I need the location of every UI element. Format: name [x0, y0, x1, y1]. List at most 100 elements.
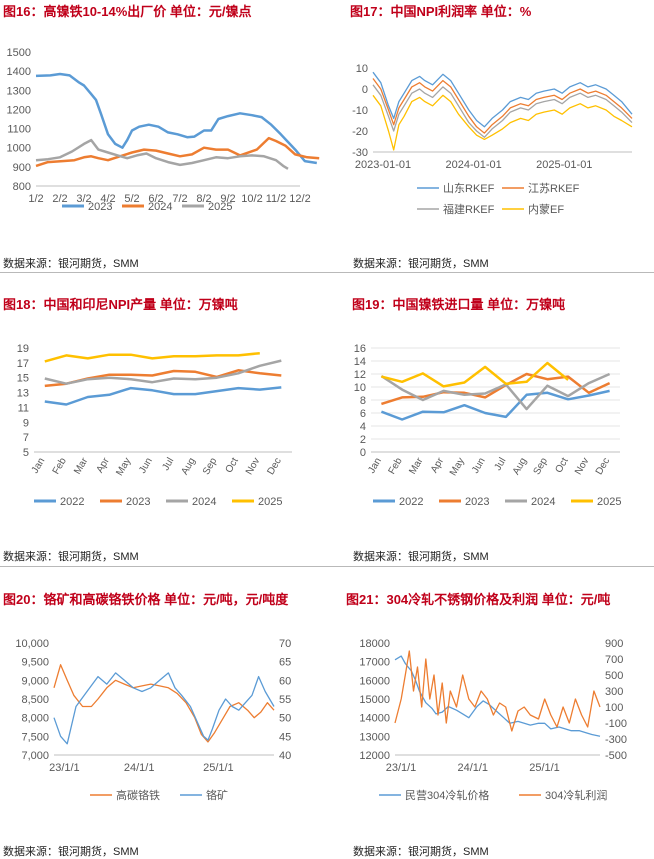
y-tick-label: 5 — [23, 447, 29, 459]
y-tick-label: 900 — [13, 162, 31, 174]
y2-tick-label: 500 — [605, 670, 623, 682]
legend-label: 福建RKEF — [443, 202, 495, 216]
chart18-title: 图18：中国和印尼NPI产量 单位：万镍吨 — [3, 297, 238, 312]
x-tick-label: 23/1/1 — [49, 762, 80, 774]
legend-label: 2025 — [597, 496, 621, 508]
x-tick-label: 11/2 — [266, 193, 287, 205]
x-tick-label: Sep — [532, 456, 551, 477]
chart-c21-svg: 12000 13000 14000 15000 16000 17000 18000 -500 -… — [359, 638, 627, 802]
y2-tick-label: -300 — [605, 734, 627, 746]
series-line-2023 — [44, 369, 282, 388]
series-line-铬矿 — [53, 672, 275, 745]
x-tick-label: 3/2 — [76, 193, 91, 205]
y-tick-label: 15000 — [359, 694, 390, 706]
x-tick-label: Apr — [95, 455, 113, 475]
x-tick-label: Jul — [160, 456, 176, 473]
x-tick-label: Dec — [594, 456, 612, 477]
x-tick-label: Sep — [201, 456, 220, 477]
x-tick-label: Jan — [366, 456, 384, 475]
y2-tick-label: -100 — [605, 718, 627, 730]
x-tick-label: May — [114, 456, 133, 478]
x-tick-label: Feb — [51, 456, 69, 477]
y-tick-label: 13 — [17, 388, 29, 400]
y-tick-label: -30 — [352, 147, 368, 159]
series-line-2025 — [44, 351, 260, 363]
series-line-福建RKEF — [372, 84, 633, 138]
y-tick-label: 17000 — [359, 657, 390, 669]
x-tick-label: Aug — [179, 456, 197, 477]
series-line-山东RKEF — [372, 71, 633, 128]
x-tick-label: Jul — [493, 456, 509, 473]
y-tick-label: 8,000 — [21, 713, 49, 725]
x-tick-label: 2024-01-01 — [446, 159, 502, 171]
y2-tick-label: 45 — [279, 731, 291, 743]
y-tick-label: 10,000 — [15, 638, 49, 650]
y-tick-label: 9 — [23, 417, 29, 429]
x-tick-label: 8/2 — [196, 193, 211, 205]
chart-c17-svg: -30 -20 -10 0 10 2023-01-01 2024-01-01 2025-01-… — [352, 63, 633, 216]
x-tick-label: Feb — [387, 456, 405, 477]
y2-tick-label: 100 — [605, 702, 623, 714]
series-line-民营304冷轧价格 — [394, 655, 601, 737]
y-tick-label: 10 — [354, 382, 366, 394]
y-tick-label: 17 — [17, 358, 29, 370]
x-tick-label: 23/1/1 — [386, 762, 417, 774]
source-note-18: 数据来源：银河期货，SMM — [3, 551, 139, 563]
y2-tick-label: 700 — [605, 654, 623, 666]
legend-label: 2022 — [399, 496, 423, 508]
legend-label: 304冷轧利润 — [545, 788, 607, 802]
series-line-2022 — [44, 386, 282, 406]
y-tick-label: 0 — [360, 447, 366, 459]
y2-tick-label: -500 — [605, 750, 627, 762]
y-tick-label: 12000 — [359, 750, 390, 762]
x-tick-label: Oct — [553, 456, 570, 475]
y-tick-label: -20 — [352, 126, 368, 138]
chart20-title: 图20：铬矿和高碳铬铁价格 单位：元/吨，元/吨度 — [3, 592, 289, 607]
x-tick-label: 9/2 — [220, 193, 235, 205]
legend-label: 2024 — [531, 496, 555, 508]
y-tick-label: 16 — [354, 343, 366, 355]
separator-rule — [0, 566, 654, 567]
x-tick-label: 2023-01-01 — [355, 159, 411, 171]
y-tick-label: 9,000 — [21, 675, 49, 687]
y-tick-label: 18000 — [359, 638, 390, 650]
x-tick-label: 12/2 — [289, 193, 310, 205]
series-line-高碳铬铁 — [53, 664, 275, 743]
legend-label: 铬矿 — [206, 788, 228, 802]
series-line-2024 — [380, 372, 611, 411]
x-tick-label: 4/2 — [100, 193, 115, 205]
x-tick-label: Mar — [407, 455, 425, 476]
x-tick-label: 25/1/1 — [203, 762, 234, 774]
source-note-19: 数据来源：银河期货，SMM — [353, 551, 489, 563]
y-tick-label: 12 — [354, 369, 366, 381]
x-tick-label: Nov — [573, 456, 591, 477]
chart19-title: 图19：中国镍铁进口量 单位：万镍吨 — [352, 297, 566, 312]
y-tick-label: 1400 — [7, 66, 31, 78]
y-tick-label: 14 — [354, 356, 366, 368]
y-tick-label: 1300 — [7, 85, 31, 97]
x-tick-label: 10/2 — [241, 193, 262, 205]
source-note-21: 数据来源：银河期货，SMM — [353, 846, 489, 858]
x-tick-label: May — [448, 456, 467, 478]
y-tick-label: 16000 — [359, 675, 390, 687]
x-tick-label: Dec — [265, 456, 283, 477]
x-tick-label: 6/2 — [148, 193, 163, 205]
source-note-16: 数据来源：银河期货，SMM — [3, 258, 139, 270]
y2-tick-label: 60 — [279, 675, 291, 687]
chart16-title: 图16：高镍铁10-14%出厂价 单位：元/镍点 — [3, 4, 252, 19]
y-tick-label: 8 — [360, 395, 366, 407]
y-tick-label: 0 — [362, 84, 368, 96]
legend-label: 内蒙EF — [528, 202, 564, 216]
series-line-2022 — [380, 389, 610, 421]
x-tick-label: Jun — [137, 456, 155, 475]
y-tick-label: 4 — [360, 421, 366, 433]
series-line-江苏RKEF — [372, 78, 633, 134]
x-tick-label: Aug — [511, 456, 529, 477]
y-tick-label: -10 — [352, 105, 368, 117]
series-line-2024 — [44, 359, 282, 385]
legend-label: 2023 — [88, 201, 112, 213]
separator-rule — [0, 272, 654, 273]
y-tick-label: 9,500 — [21, 657, 49, 669]
y-tick-label: 10 — [356, 63, 368, 75]
